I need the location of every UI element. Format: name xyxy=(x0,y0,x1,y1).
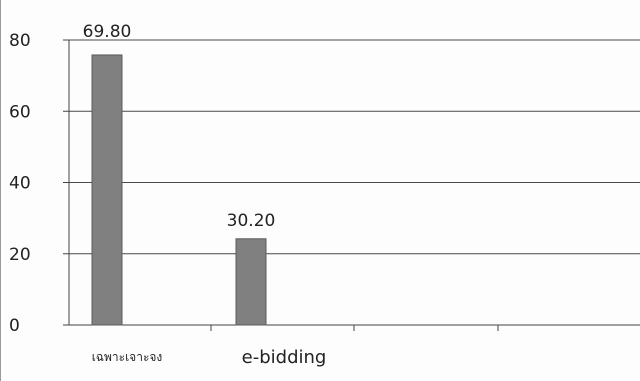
y-tick-label-0: 0 xyxy=(9,316,20,336)
y-tick-label-20: 20 xyxy=(9,245,31,265)
y-axis-tick-labels: 0 20 40 60 80 xyxy=(9,31,31,336)
gridlines xyxy=(63,39,640,326)
y-tick-label-60: 60 xyxy=(9,102,31,122)
y-tick-label-80: 80 xyxy=(9,31,31,51)
category-label-0: เฉพาะเจาะจง xyxy=(92,350,163,364)
bars xyxy=(91,54,267,326)
y-tick-label-40: 40 xyxy=(9,174,31,194)
data-label-0: 69.80 xyxy=(83,22,132,42)
x-axis-ticks xyxy=(210,325,499,331)
bar-1 xyxy=(235,238,267,326)
data-labels: 69.80 30.20 xyxy=(83,22,276,231)
data-label-1: 30.20 xyxy=(227,211,276,231)
category-label-1: e-bidding xyxy=(242,347,327,368)
bar-0 xyxy=(91,54,123,326)
category-labels: เฉพาะเจาะจง e-bidding xyxy=(92,347,327,368)
